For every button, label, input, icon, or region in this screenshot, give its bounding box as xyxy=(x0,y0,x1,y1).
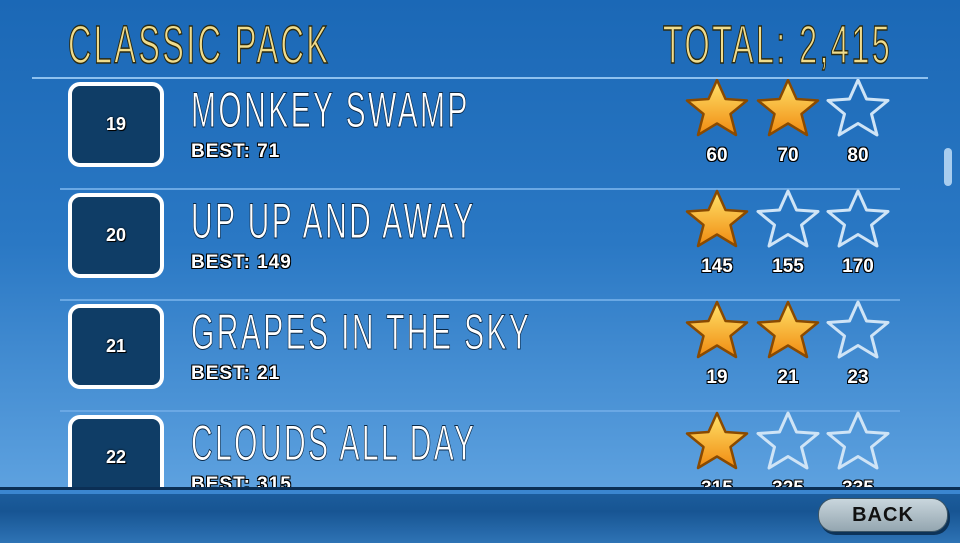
star-threshold: 70 xyxy=(777,145,799,166)
level-row[interactable]: 22 CLOUDS ALL DAY BEST: 315 315 325 335 xyxy=(0,411,960,487)
level-number: 22 xyxy=(105,447,127,467)
row-divider xyxy=(60,410,900,412)
level-number-box[interactable]: 21 xyxy=(68,304,164,389)
star-filled-icon xyxy=(685,189,749,248)
best-score: BEST: 149 xyxy=(191,252,292,273)
back-label: BACK xyxy=(852,503,914,526)
level-name: UP UP AND AWAY xyxy=(191,193,476,250)
star-threshold: 170 xyxy=(842,256,874,277)
star-threshold: 335 xyxy=(822,478,894,487)
level-number: 21 xyxy=(105,336,127,356)
level-number-box[interactable]: 22 xyxy=(68,415,164,487)
star-threshold: 21 xyxy=(777,367,799,388)
star-filled-icon xyxy=(756,79,820,137)
level-name: CLOUDS ALL DAY xyxy=(191,415,477,472)
star-threshold: 60 xyxy=(706,145,728,166)
star-empty-icon xyxy=(826,79,890,137)
level-number-box[interactable]: 19 xyxy=(68,82,164,167)
star-empty-icon xyxy=(826,300,890,359)
level-list[interactable]: 19 MONKEY SWAMP BEST: 71 60 70 80 20 UP U… xyxy=(0,79,960,487)
star-threshold: 155 xyxy=(772,256,804,277)
level-row[interactable]: 20 UP UP AND AWAY BEST: 149 145 155 170 xyxy=(0,189,960,301)
star-empty-icon xyxy=(756,189,820,248)
level-number-box[interactable]: 20 xyxy=(68,193,164,278)
star-threshold: 145 xyxy=(701,256,733,277)
best-score: BEST: 71 xyxy=(191,141,281,162)
star-threshold: 80 xyxy=(847,145,869,166)
star-filled-icon xyxy=(685,300,749,359)
star-filled-icon xyxy=(756,300,820,359)
row-divider xyxy=(60,299,900,301)
star-threshold: 19 xyxy=(706,367,728,388)
level-row[interactable]: 21 GRAPES IN THE SKY BEST: 21 19 21 23 xyxy=(0,300,960,412)
level-name: MONKEY SWAMP xyxy=(191,82,470,139)
star-threshold: 325 xyxy=(752,478,824,487)
scrollbar[interactable] xyxy=(944,148,952,186)
level-row[interactable]: 19 MONKEY SWAMP BEST: 71 60 70 80 xyxy=(0,79,960,190)
pack-title: CLASSIC PACK xyxy=(68,14,331,76)
best-score: BEST: 315 xyxy=(191,474,292,487)
header-divider xyxy=(32,77,928,79)
row-divider xyxy=(60,188,900,190)
star-empty-icon xyxy=(826,411,890,470)
footer-bar xyxy=(0,487,960,543)
star-threshold: 315 xyxy=(681,478,753,487)
star-empty-icon xyxy=(826,189,890,248)
star-filled-icon xyxy=(685,411,749,470)
star-filled-icon xyxy=(685,79,749,137)
level-name: GRAPES IN THE SKY xyxy=(191,304,532,361)
total-score: TOTAL: 2,415 xyxy=(662,14,892,76)
level-number: 19 xyxy=(105,114,127,134)
level-number: 20 xyxy=(105,225,127,245)
star-threshold: 23 xyxy=(847,367,869,388)
star-empty-icon xyxy=(756,411,820,470)
best-score: BEST: 21 xyxy=(191,363,281,384)
back-button[interactable]: BACK xyxy=(818,498,948,532)
